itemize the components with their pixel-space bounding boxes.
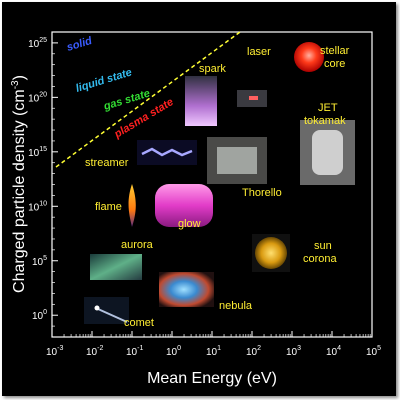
x-tick-exponent: 5: [377, 345, 381, 352]
flame-image: [128, 184, 136, 227]
y-tick-base: 10: [28, 93, 40, 104]
label-aurora: aurora: [121, 239, 154, 251]
label-sun-corona-word2: corona: [303, 253, 338, 265]
label-laser: laser: [247, 46, 271, 58]
stellar-core-image: [294, 42, 324, 72]
state-label-liquid: liquid state: [74, 66, 133, 94]
jet-tokamak-vessel: [312, 130, 343, 175]
y-axis-title-main: Charged particle density (cm: [11, 89, 28, 293]
y-tick-label: 100: [32, 309, 47, 322]
streamer-discharge: [141, 147, 193, 157]
y-tick-exponent: 20: [39, 91, 47, 98]
chart-figure: solid liquid state gas state plasma stat…: [2, 2, 396, 396]
y-tick-label: 1020: [28, 91, 47, 104]
x-tick-base: 10: [246, 347, 258, 358]
x-tick-label: 103: [286, 345, 301, 358]
x-tick-base: 10: [166, 347, 178, 358]
sun-disk: [255, 237, 287, 269]
x-tick-label: 101: [206, 345, 221, 358]
label-spark: spark: [199, 63, 226, 75]
x-tick-label: 10-3: [46, 345, 63, 358]
y-tick-base: 10: [28, 202, 40, 213]
x-axis-title: Mean Energy (eV): [147, 370, 277, 387]
spark-image: [185, 76, 217, 126]
y-tick-label: 1025: [28, 37, 47, 50]
x-tick-base: 10: [46, 347, 58, 358]
x-tick-base: 10: [326, 347, 338, 358]
label-stellar-core-word2: core: [324, 58, 345, 70]
label-jet-tokamak-word1: JET: [318, 102, 338, 114]
state-boundary-line: [55, 31, 241, 168]
y-axis-title-end: ): [11, 75, 28, 80]
plasma-density-chart: solid liquid state gas state plasma stat…: [10, 31, 381, 387]
label-thorello: Thorello: [242, 187, 282, 199]
y-tick-label: 1015: [28, 146, 47, 159]
x-tick-base: 10: [206, 347, 218, 358]
y-tick-base: 10: [28, 148, 40, 159]
y-tick-label: 105: [32, 255, 47, 268]
point-labels: stellar core laser spark JET tokamak strea…: [85, 45, 350, 329]
nebula-image: [159, 272, 214, 307]
state-label-gas: gas state: [101, 87, 151, 113]
x-tick-exponent: 1: [217, 345, 221, 352]
label-sun-corona-word1: sun: [314, 240, 332, 252]
x-tick-exponent: 4: [337, 345, 341, 352]
x-tick-label: 102: [246, 345, 261, 358]
y-tick-exponent: 15: [39, 146, 47, 153]
x-tick-exponent: 0: [177, 345, 181, 352]
laser-beam: [249, 96, 258, 100]
axis-ticks: 10-3 10-2 10-1 100 101 102 103 104 1051001051010…: [28, 31, 381, 358]
label-jet-tokamak-word2: tokamak: [304, 115, 346, 127]
aurora-image: [90, 254, 142, 280]
glow-image: [155, 184, 213, 227]
state-labels: solid liquid state gas state plasma stat…: [65, 35, 175, 141]
x-tick-base: 10: [86, 347, 98, 358]
y-tick-base: 10: [32, 257, 44, 268]
thorello-vessel: [217, 147, 257, 174]
label-stellar-core-word1: stellar: [320, 45, 350, 57]
x-tick-base: 10: [366, 347, 378, 358]
x-tick-exponent: -3: [57, 345, 63, 352]
y-tick-base: 10: [32, 311, 44, 322]
x-tick-label: 105: [366, 345, 381, 358]
x-tick-exponent: 2: [257, 345, 261, 352]
y-tick-exponent: 0: [43, 309, 47, 316]
x-tick-label: 10-1: [126, 345, 143, 358]
label-nebula: nebula: [219, 300, 253, 312]
label-jet-tokamak: JET tokamak: [304, 102, 346, 127]
x-tick-base: 10: [286, 347, 298, 358]
plasma-photos: [84, 42, 355, 324]
x-tick-exponent: -1: [137, 345, 143, 352]
comet-tail: [97, 308, 128, 323]
label-sun-corona: sun corona: [303, 240, 338, 265]
x-tick-label: 10-2: [86, 345, 103, 358]
label-comet: comet: [124, 317, 154, 329]
x-tick-label: 104: [326, 345, 341, 358]
y-axis-title: Charged particle density (cm-3): [10, 75, 28, 293]
y-tick-label: 1010: [28, 200, 47, 213]
state-label-solid: solid: [65, 35, 93, 54]
label-glow: glow: [178, 218, 201, 230]
comet-head: [94, 305, 100, 311]
label-streamer: streamer: [85, 157, 129, 169]
label-stellar-core: stellar core: [320, 45, 350, 70]
x-tick-exponent: 3: [297, 345, 301, 352]
label-flame: flame: [95, 201, 122, 213]
y-tick-exponent: 10: [39, 200, 47, 207]
x-tick-label: 100: [166, 345, 181, 358]
y-tick-exponent: 5: [43, 255, 47, 262]
y-axis-title-superscript: -3: [10, 80, 21, 89]
x-tick-exponent: -2: [97, 345, 103, 352]
y-tick-exponent: 25: [39, 37, 47, 44]
x-tick-base: 10: [126, 347, 138, 358]
y-tick-base: 10: [28, 39, 40, 50]
